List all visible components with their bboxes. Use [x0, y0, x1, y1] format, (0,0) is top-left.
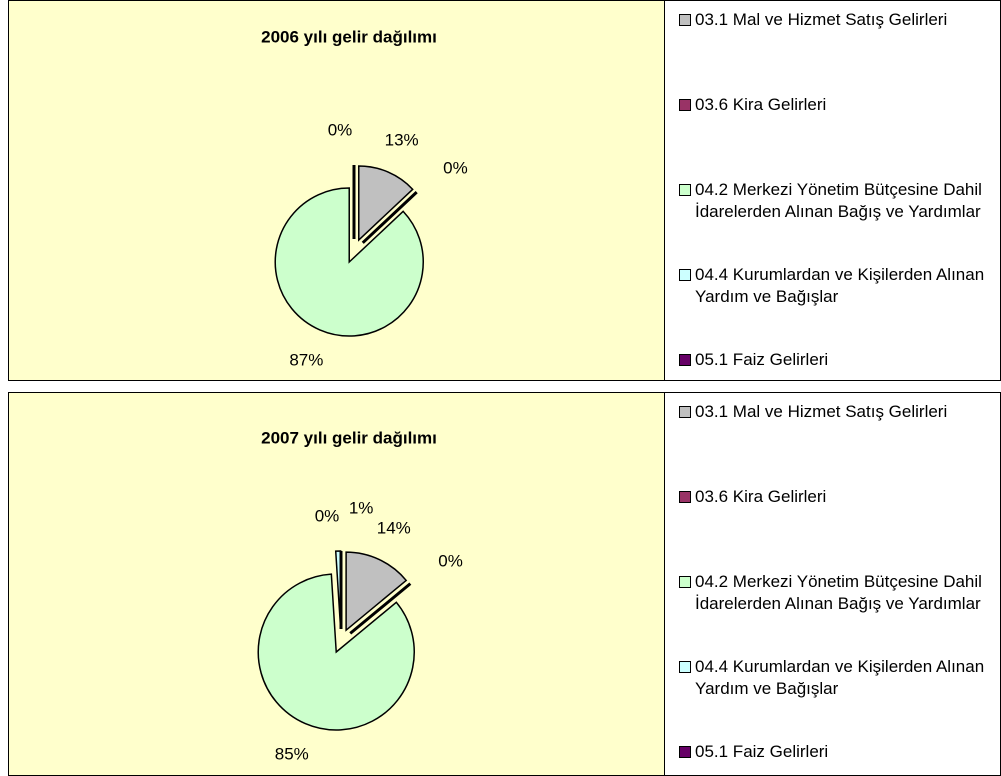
pie-slice: [361, 191, 418, 244]
chart-title: 2006 yılı gelir dağılımı: [261, 27, 437, 46]
legend-item: 04.4 Kurumlardan ve Kişilerden Alınan Ya…: [677, 656, 997, 700]
legend-item: 03.6 Kira Gelirleri: [677, 94, 997, 116]
legend: 03.1 Mal ve Hizmet Satış Gelirleri 03.6 K…: [677, 1, 1001, 380]
legend-swatch: [679, 354, 691, 366]
legend-label: 04.4 Kurumlardan ve Kişilerden Alınan Ya…: [695, 265, 985, 306]
legend-swatch: [679, 184, 691, 196]
legend-label: 04.4 Kurumlardan ve Kişilerden Alınan Ya…: [695, 657, 985, 698]
legend-item: 03.1 Mal ve Hizmet Satış Gelirleri: [677, 9, 997, 31]
legend-item: 04.2 Merkezi Yönetim Bütçesine Dahil İda…: [677, 571, 997, 615]
data-label: 85%: [275, 744, 309, 763]
pie-slice: [349, 582, 412, 635]
data-label: 0%: [438, 551, 463, 570]
pie-slice: [257, 573, 415, 731]
data-label: 0%: [315, 506, 340, 525]
legend-label: 05.1 Faiz Gelirleri: [695, 350, 829, 369]
legend-swatch: [679, 661, 691, 673]
legend-item: 04.4 Kurumlardan ve Kişilerden Alınan Ya…: [677, 264, 997, 308]
legend-item: 05.1 Faiz Gelirleri: [677, 741, 997, 763]
data-label: 14%: [377, 518, 411, 537]
legend-label: 05.1 Faiz Gelirleri: [695, 742, 829, 761]
legend-label: 04.2 Merkezi Yönetim Bütçesine Dahil İda…: [695, 180, 982, 221]
legend-item: 03.6 Kira Gelirleri: [677, 486, 997, 508]
pie-slice: [358, 165, 414, 242]
legend-swatch: [679, 14, 691, 26]
data-label: 0%: [443, 158, 468, 177]
legend-swatch: [679, 491, 691, 503]
legend-swatch: [679, 406, 691, 418]
pie-slice: [345, 551, 408, 632]
pie-chart: 2007 yılı gelir dağılımı 14% 0% 85% 1% 0%: [257, 428, 463, 763]
legend-swatch: [679, 99, 691, 111]
legend-item: 04.2 Merkezi Yönetim Bütçesine Dahil İda…: [677, 179, 997, 223]
legend-label: 03.6 Kira Gelirleri: [695, 95, 827, 114]
chart-panel: 2006 yılı gelir dağılımı 13% 0% 87% 0% 03.1 M…: [8, 0, 1001, 381]
legend-label: 03.1 Mal ve Hizmet Satış Gelirleri: [695, 402, 948, 421]
chart-panel: 2007 yılı gelir dağılımı 14% 0% 85% 1% 0% 03.1…: [8, 392, 1001, 776]
legend-label: 03.6 Kira Gelirleri: [695, 487, 827, 506]
legend-swatch: [679, 746, 691, 758]
data-label: 87%: [289, 351, 323, 370]
pie-chart: 2006 yılı gelir dağılımı 13% 0% 87% 0%: [261, 27, 468, 370]
pie-slice: [274, 187, 424, 337]
legend: 03.1 Mal ve Hizmet Satış Gelirleri 03.6 K…: [677, 393, 1001, 775]
legend-item: 05.1 Faiz Gelirleri: [677, 349, 997, 371]
legend-item: 03.1 Mal ve Hizmet Satış Gelirleri: [677, 401, 997, 423]
data-label: 0%: [328, 120, 353, 139]
data-label: 1%: [349, 499, 374, 518]
legend-swatch: [679, 576, 691, 588]
data-label: 13%: [385, 130, 419, 149]
chart-title: 2007 yılı gelir dağılımı: [261, 428, 437, 447]
legend-swatch: [679, 269, 691, 281]
legend-label: 03.1 Mal ve Hizmet Satış Gelirleri: [695, 10, 948, 29]
legend-label: 04.2 Merkezi Yönetim Bütçesine Dahil İda…: [695, 572, 982, 613]
